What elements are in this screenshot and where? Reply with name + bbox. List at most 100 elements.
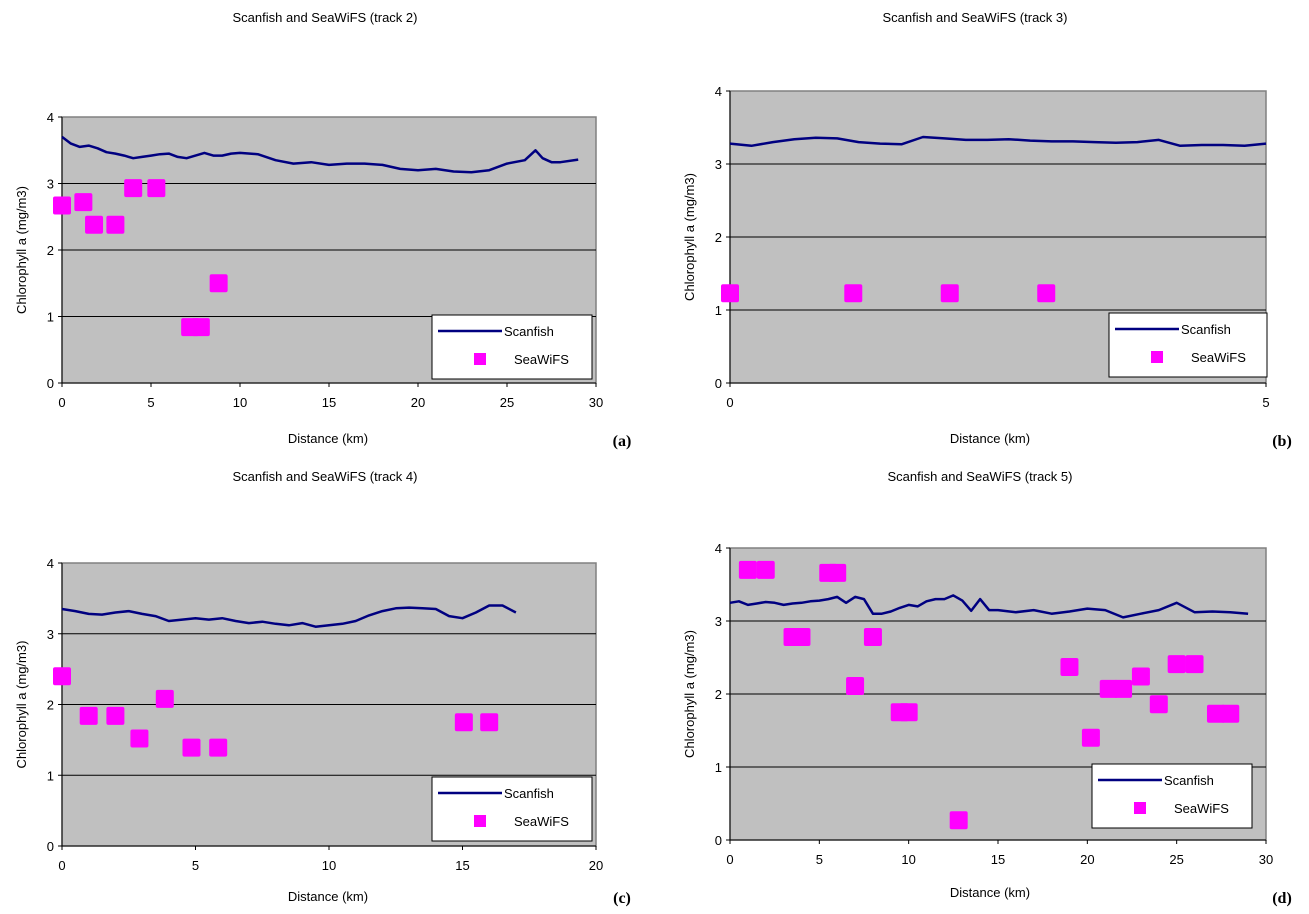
scanfish-line <box>729 594 1249 619</box>
x-tick-label: 0 <box>58 395 65 410</box>
x-tick-label: 20 <box>411 395 425 410</box>
legend-seawifs-label: SeaWiFS <box>1174 801 1229 816</box>
seawifs-marker <box>1221 704 1240 723</box>
y-tick-label: 4 <box>715 541 722 556</box>
seawifs-marker <box>1114 679 1133 698</box>
y-axis-label: Chlorophyll a (mg/m3) <box>14 186 29 314</box>
legend-marker-swatch <box>474 353 486 365</box>
seawifs-marker <box>1149 695 1168 714</box>
seawifs-marker <box>756 560 775 579</box>
x-tick-label: 10 <box>901 852 915 867</box>
seawifs-marker <box>1206 704 1225 723</box>
seawifs-marker <box>1167 655 1186 674</box>
seawifs-marker <box>1081 728 1100 747</box>
chart-svg: Scanfish and SeaWiFS (track 3) 0 1 2 3 4 0 5 Dis… <box>682 10 1292 450</box>
legend-box <box>1091 763 1253 829</box>
seawifs-marker <box>182 738 201 757</box>
x-axis-label: Distance (km) <box>950 431 1030 446</box>
seawifs-marker <box>844 284 863 303</box>
seawifs-marker <box>828 563 847 582</box>
y-tick-label: 3 <box>715 614 722 629</box>
chart-panel-3: Scanfish and SeaWiFS (track 4) 0 1 2 3 4 0 5 10 1… <box>0 457 650 914</box>
y-tick-label: 2 <box>715 687 722 702</box>
chart-svg: Scanfish and SeaWiFS (track 4) 0 1 2 3 4 0 5 10 1… <box>14 469 631 907</box>
y-tick-label: 3 <box>47 177 54 192</box>
x-tick-label: 5 <box>147 395 154 410</box>
x-tick-label: 20 <box>589 858 603 873</box>
y-axis-label: Chlorophyll a (mg/m3) <box>682 630 697 758</box>
legend-scanfish-label: Scanfish <box>1181 322 1231 337</box>
y-tick-label: 0 <box>715 376 722 391</box>
seawifs-marker <box>846 676 865 695</box>
seawifs-marker <box>106 706 125 725</box>
legend-marker-swatch <box>1151 351 1163 363</box>
seawifs-marker <box>899 703 918 722</box>
y-axis-label: Chlorophyll a (mg/m3) <box>14 641 29 769</box>
y-tick-label: 2 <box>47 698 54 713</box>
seawifs-marker <box>130 729 149 748</box>
x-tick-label: 5 <box>192 858 199 873</box>
seawifs-marker <box>1060 657 1079 676</box>
x-tick-label: 20 <box>1080 852 1094 867</box>
y-axis-label: Chlorophyll a (mg/m3) <box>682 173 697 301</box>
seawifs-marker <box>1185 655 1204 674</box>
y-tick-label: 4 <box>715 84 722 99</box>
y-tick-label: 2 <box>715 230 722 245</box>
legend-seawifs-label: SeaWiFS <box>514 352 569 367</box>
y-tick-label: 2 <box>47 243 54 258</box>
legend: Scanfish SeaWiFS <box>1091 763 1253 829</box>
y-tick-label: 1 <box>47 768 54 783</box>
chart-panel-2: Scanfish and SeaWiFS (track 3) 0 1 2 3 4 0 5 Dis… <box>650 0 1309 457</box>
seawifs-marker <box>1037 284 1056 303</box>
legend: Scanfish SeaWiFS <box>431 314 593 380</box>
seawifs-marker <box>1131 667 1150 686</box>
legend-marker-swatch <box>474 815 486 827</box>
panel-label: (c) <box>613 890 631 907</box>
panel-label: (d) <box>1272 890 1292 907</box>
y-tick-label: 4 <box>47 110 54 125</box>
legend-box <box>431 776 593 842</box>
x-tick-label: 0 <box>58 858 65 873</box>
chart-title: Scanfish and SeaWiFS (track 3) <box>883 10 1068 25</box>
y-tick-label: 1 <box>47 310 54 325</box>
legend-marker-swatch <box>1134 802 1146 814</box>
x-tick-label: 30 <box>589 395 603 410</box>
x-axis-label: Distance (km) <box>288 889 368 904</box>
seawifs-marker <box>738 560 757 579</box>
legend-seawifs-label: SeaWiFS <box>514 814 569 829</box>
x-tick-label: 5 <box>816 852 823 867</box>
x-axis-label: Distance (km) <box>288 431 368 446</box>
x-tick-label: 25 <box>1169 852 1183 867</box>
seawifs-marker <box>792 628 811 647</box>
legend-scanfish-label: Scanfish <box>1164 773 1214 788</box>
legend-scanfish-label: Scanfish <box>504 324 554 339</box>
seawifs-marker <box>53 667 71 686</box>
x-tick-label: 15 <box>322 395 336 410</box>
seawifs-marker <box>124 179 143 198</box>
chart-title: Scanfish and SeaWiFS (track 2) <box>233 10 418 25</box>
legend-box <box>431 314 593 380</box>
legend: Scanfish SeaWiFS <box>431 776 593 842</box>
legend-seawifs-label: SeaWiFS <box>1191 350 1246 365</box>
seawifs-marker <box>721 284 739 303</box>
x-tick-label: 15 <box>991 852 1005 867</box>
seawifs-marker <box>74 193 93 212</box>
x-tick-label: 10 <box>322 858 336 873</box>
seawifs-marker <box>85 215 104 234</box>
scanfish-line <box>729 135 1267 148</box>
legend: Scanfish SeaWiFS <box>1108 312 1268 378</box>
y-tick-label: 3 <box>47 627 54 642</box>
chart-svg: Scanfish and SeaWiFS (track 5) 0 1 2 3 4 0 5 10 1… <box>682 469 1292 907</box>
seawifs-marker <box>209 274 228 293</box>
seawifs-marker <box>940 284 959 303</box>
seawifs-marker <box>949 811 968 830</box>
chart-title: Scanfish and SeaWiFS (track 4) <box>233 469 418 484</box>
x-tick-label: 0 <box>726 852 733 867</box>
y-tick-label: 0 <box>47 376 54 391</box>
y-tick-label: 1 <box>715 303 722 318</box>
seawifs-marker <box>454 713 473 732</box>
chart-svg: Scanfish and SeaWiFS (track 2) 0 1 2 3 4 0 5 10 1… <box>14 10 631 450</box>
seawifs-marker <box>480 713 499 732</box>
x-tick-label: 5 <box>1262 395 1269 410</box>
seawifs-marker <box>209 738 228 757</box>
